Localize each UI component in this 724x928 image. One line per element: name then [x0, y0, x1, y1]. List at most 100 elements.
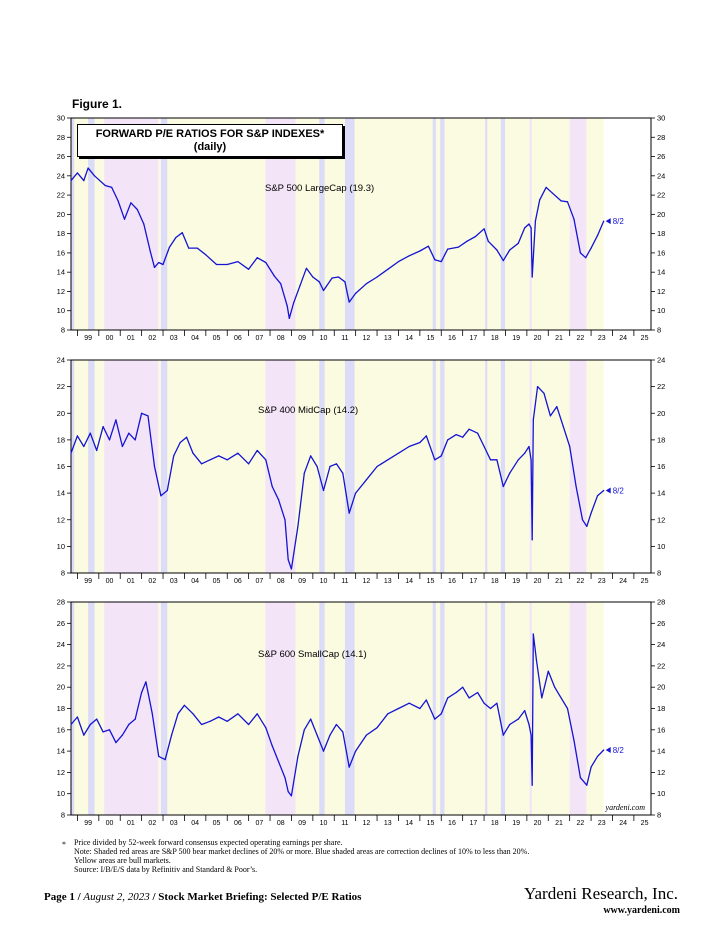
data-point: [136, 208, 138, 211]
data-point: [280, 283, 282, 285]
data-point: [128, 723, 130, 726]
data-point: [185, 436, 188, 438]
data-point: [590, 766, 592, 768]
data-point: [284, 777, 286, 779]
data-point: [292, 302, 295, 304]
x-tick-label: 20: [534, 820, 542, 827]
data-point: [287, 559, 289, 561]
data-point: [419, 441, 421, 444]
x-tick-label: 11: [341, 335, 348, 342]
y-tick-label: 26: [657, 152, 665, 161]
data-point: [134, 718, 136, 720]
data-point: [355, 492, 357, 494]
data-point: [573, 739, 575, 742]
data-point: [181, 232, 183, 234]
chart-title-box: FORWARD P/E RATIOS FOR S&P INDEXES* (dai…: [77, 124, 343, 157]
data-point: [408, 702, 410, 704]
data-point: [83, 180, 85, 182]
footer-url[interactable]: www.yardeni.com: [603, 905, 680, 916]
figure-label: Figure 1.: [72, 97, 123, 111]
data-point: [299, 285, 301, 287]
data-point: [271, 485, 273, 488]
data-point: [237, 260, 239, 263]
y-tick-label: 12: [57, 515, 65, 524]
data-point: [102, 425, 104, 428]
data-point: [271, 745, 273, 747]
y-tick-label: 16: [57, 462, 65, 471]
y-tick-label: 20: [57, 210, 65, 219]
correction-area: [160, 360, 168, 573]
end-arrow: [605, 487, 611, 494]
data-point: [575, 485, 577, 488]
data-point: [528, 223, 530, 225]
correction-area: [344, 118, 355, 330]
y-tick-label: 14: [57, 489, 65, 498]
chart-panel-3: 8 8 10 10 12 12 14 14 16 16 18 18 20 20 22 22 24 24 26 26 28…: [57, 598, 666, 828]
data-point: [104, 184, 106, 187]
data-point: [297, 755, 299, 758]
data-point: [447, 248, 449, 250]
data-point: [218, 455, 220, 457]
data-point: [175, 236, 177, 239]
data-point: [158, 755, 160, 758]
x-tick-label: 17: [469, 820, 477, 827]
data-point: [76, 172, 79, 174]
data-point: [455, 691, 457, 694]
y-tick-label: 8: [61, 326, 65, 335]
data-point: [248, 723, 250, 726]
data-point: [532, 633, 534, 635]
correction-area: [344, 360, 355, 573]
data-point: [147, 415, 149, 417]
data-point: [477, 432, 479, 434]
data-point: [322, 489, 325, 492]
data-point: [524, 227, 526, 229]
correction-area: [432, 360, 436, 573]
x-tick-label: 02: [148, 335, 156, 342]
x-tick-label: 22: [576, 335, 584, 342]
data-point: [303, 472, 305, 474]
correction-area: [88, 360, 95, 573]
data-point: [287, 790, 289, 793]
data-point: [158, 261, 160, 264]
y-tick-label: 22: [657, 661, 665, 670]
x-tick-label: 15: [427, 820, 435, 827]
x-tick-label: 18: [491, 578, 499, 585]
y-tick-label: 10: [57, 542, 65, 551]
data-point: [226, 263, 228, 266]
x-tick-label: 24: [619, 578, 627, 585]
end-date-label: 8/2: [613, 746, 625, 755]
data-point: [192, 452, 194, 454]
data-point: [348, 301, 350, 303]
x-tick-label: 01: [127, 820, 135, 827]
y-tick-label: 12: [657, 287, 665, 296]
bear-area: [569, 118, 587, 330]
data-point: [434, 718, 436, 720]
data-point: [474, 235, 477, 238]
data-point: [164, 759, 166, 761]
x-tick-label: 04: [191, 820, 199, 827]
data-point: [87, 167, 89, 169]
data-point: [209, 459, 211, 461]
data-point: [273, 275, 275, 277]
correction-area: [160, 118, 168, 330]
data-point: [149, 250, 151, 252]
correction-area: [440, 602, 445, 815]
x-tick-label: 16: [448, 578, 456, 585]
data-point: [342, 731, 344, 733]
correction-area: [500, 602, 506, 815]
data-point: [579, 252, 581, 254]
data-point: [145, 681, 147, 683]
data-point: [603, 489, 605, 492]
x-tick-label: 18: [491, 335, 499, 342]
data-point: [487, 240, 489, 242]
y-tick-label: 18: [657, 704, 665, 713]
footer-page: Page 1: [44, 891, 75, 903]
data-point: [457, 246, 459, 248]
correction-area: [319, 360, 325, 573]
x-tick-label: 06: [234, 335, 242, 342]
data-point: [547, 670, 549, 672]
data-point: [517, 718, 519, 720]
data-point: [130, 202, 132, 204]
data-point: [166, 489, 168, 492]
end-arrow: [605, 747, 611, 754]
